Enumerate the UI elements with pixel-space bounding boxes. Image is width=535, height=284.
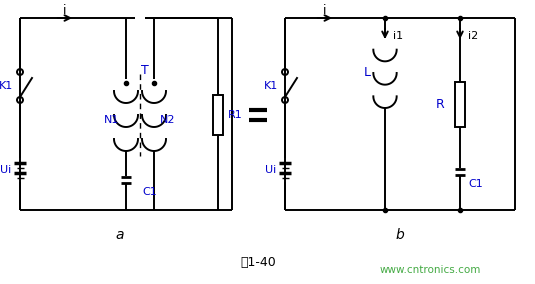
Bar [213, 95, 223, 135]
Text: i2: i2 [468, 31, 478, 41]
Text: 图1-40: 图1-40 [240, 256, 276, 268]
Text: i: i [323, 5, 327, 18]
Text: Ui: Ui [265, 165, 277, 175]
Bar [455, 82, 465, 126]
Text: www.cntronics.com: www.cntronics.com [379, 265, 480, 275]
Text: i1: i1 [393, 31, 403, 41]
Text: R: R [435, 97, 445, 110]
Text: R1: R1 [228, 110, 243, 120]
Text: T: T [141, 64, 149, 78]
Text: a: a [116, 228, 124, 242]
Text: K1: K1 [0, 81, 13, 91]
Text: C1: C1 [468, 179, 483, 189]
Text: K1: K1 [264, 81, 278, 91]
Text: b: b [395, 228, 404, 242]
Text: N1: N1 [104, 115, 120, 125]
Text: i: i [63, 5, 67, 18]
Text: C1: C1 [142, 187, 157, 197]
Text: N2: N2 [160, 115, 176, 125]
Text: L: L [363, 66, 371, 80]
Text: Ui: Ui [1, 165, 12, 175]
